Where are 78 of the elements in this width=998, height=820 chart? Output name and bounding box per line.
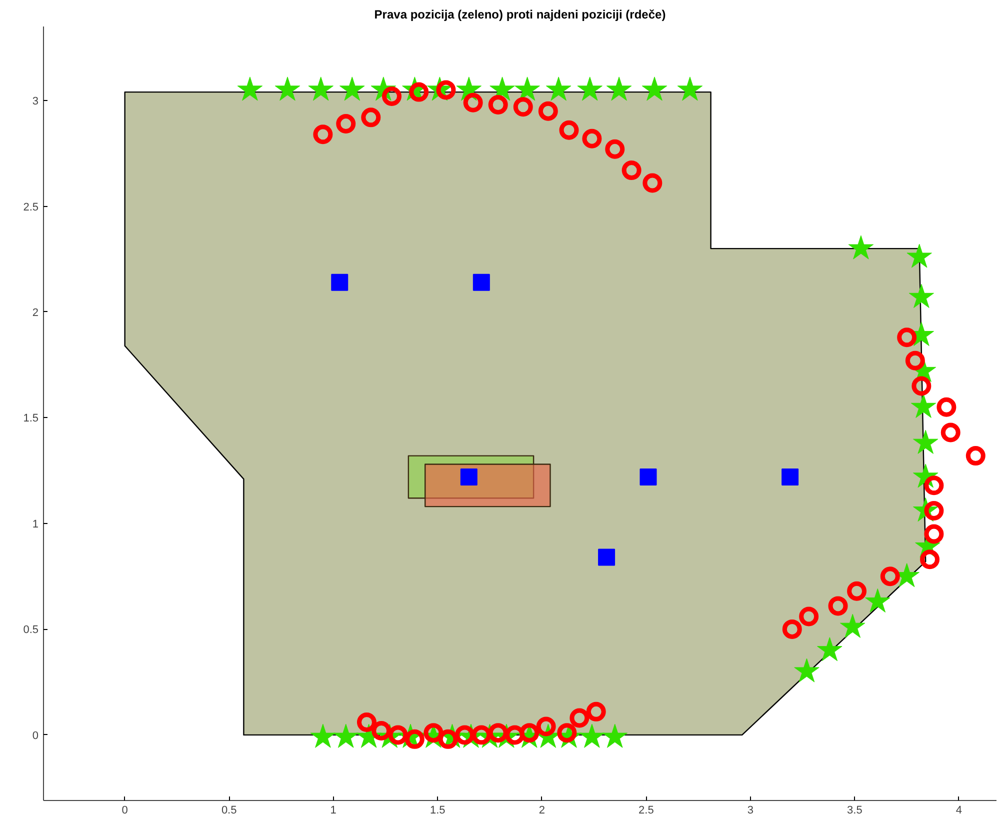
- point: [606, 76, 632, 101]
- point: [828, 596, 848, 616]
- y-tick-label: 2: [32, 306, 39, 319]
- point: [940, 422, 960, 442]
- point: [912, 430, 938, 454]
- point: [520, 723, 540, 743]
- x-tick-label: 0.5: [221, 804, 237, 816]
- point: [336, 114, 356, 134]
- point: [559, 120, 579, 140]
- point: [513, 97, 533, 117]
- y-tick-label: 0.5: [23, 624, 39, 636]
- point: [546, 76, 572, 101]
- point: [936, 397, 956, 417]
- point: [847, 581, 867, 601]
- point: [536, 716, 556, 736]
- point: [582, 128, 602, 148]
- point: [331, 274, 348, 291]
- point: [880, 566, 900, 586]
- point: [274, 76, 300, 101]
- point: [794, 658, 820, 682]
- point: [356, 712, 376, 732]
- point: [424, 723, 444, 743]
- point: [602, 724, 628, 748]
- y-tick-label: 0: [32, 730, 39, 742]
- point: [472, 274, 490, 291]
- point: [897, 328, 917, 348]
- x-tick-label: 3: [747, 804, 754, 816]
- point: [848, 235, 874, 260]
- point: [490, 76, 515, 101]
- x-tick-label: 4: [956, 804, 962, 816]
- point: [642, 173, 662, 193]
- point: [910, 394, 936, 418]
- point: [817, 637, 842, 662]
- x-tick-label: 1.5: [430, 804, 446, 816]
- point: [463, 92, 483, 112]
- point: [514, 76, 540, 101]
- point: [308, 76, 334, 101]
- x-tick-label: 2: [538, 804, 545, 816]
- point: [799, 606, 819, 626]
- chart-title: Prava pozicija (zeleno) proti najdeni poziciji (rdeče): [374, 8, 666, 22]
- y-tick-label: 1.5: [23, 412, 39, 425]
- point: [605, 139, 625, 159]
- point: [361, 108, 381, 128]
- point: [237, 76, 263, 101]
- point: [640, 468, 657, 486]
- point: [906, 244, 932, 268]
- point: [313, 124, 333, 144]
- point: [570, 708, 590, 728]
- point: [782, 619, 802, 639]
- point: [598, 548, 616, 566]
- point: [333, 724, 358, 748]
- point: [642, 76, 668, 101]
- point: [865, 588, 890, 612]
- point: [310, 724, 336, 748]
- point: [840, 614, 866, 638]
- point: [538, 101, 558, 121]
- point: [908, 284, 934, 308]
- point: [966, 446, 986, 466]
- point: [622, 160, 642, 180]
- x-tick-label: 1: [330, 804, 336, 816]
- point: [782, 468, 799, 486]
- point: [488, 95, 508, 114]
- point: [340, 76, 365, 101]
- point: [586, 702, 606, 722]
- point: [677, 76, 703, 101]
- x-tick-label: 0: [122, 804, 128, 816]
- x-tick-label: 3.5: [847, 804, 862, 816]
- point: [577, 76, 602, 101]
- point: [905, 350, 925, 370]
- point: [912, 376, 932, 396]
- y-tick-label: 3: [32, 96, 39, 108]
- point: [460, 468, 478, 486]
- point: [579, 724, 605, 748]
- x-tick-label: 2.5: [638, 804, 654, 816]
- point: [924, 524, 944, 544]
- y-tick-label: 1: [32, 518, 39, 530]
- y-tick-label: 2.5: [23, 201, 39, 214]
- point: [920, 550, 940, 570]
